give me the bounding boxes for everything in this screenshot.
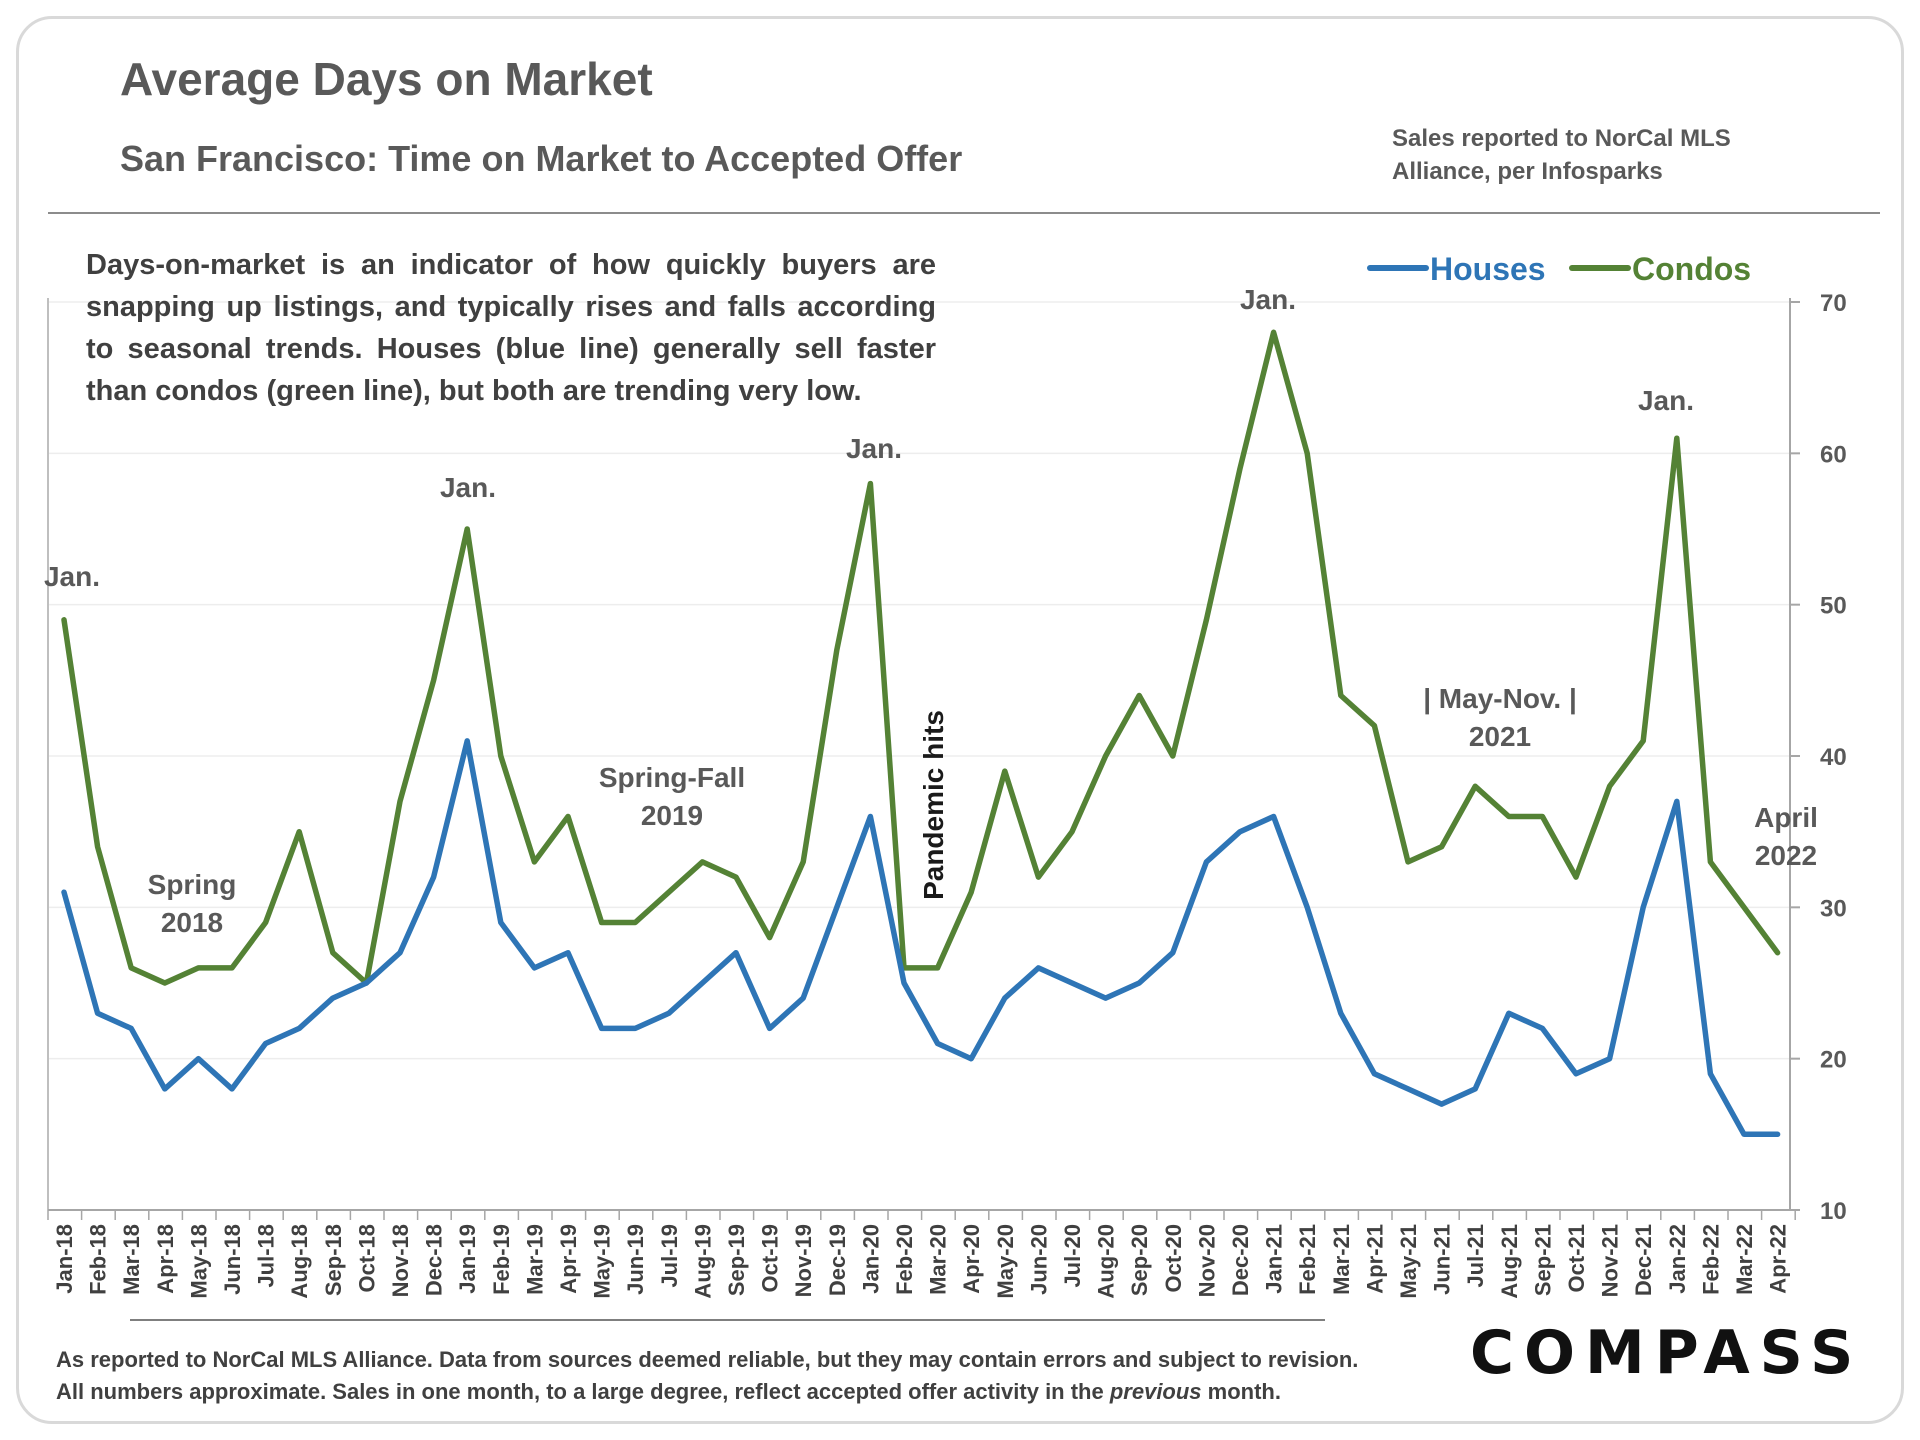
- x-tick-label: Sep-18: [321, 1224, 346, 1296]
- chart-frame: [16, 16, 1904, 1424]
- x-tick-label: Aug-19: [690, 1224, 715, 1299]
- x-tick-label: Dec-19: [825, 1224, 850, 1296]
- x-tick-label: Apr-19: [556, 1224, 581, 1294]
- y-tick-label: 20: [1820, 1047, 1847, 1074]
- annotation-april-2022: 2022: [1755, 840, 1817, 871]
- x-tick-label: Feb-19: [489, 1224, 514, 1295]
- x-tick-label: Jun-21: [1430, 1224, 1455, 1295]
- y-tick-label: 50: [1820, 593, 1847, 620]
- y-tick-label: 40: [1820, 744, 1847, 771]
- x-tick-label: Sep-20: [1127, 1224, 1152, 1296]
- annotation-pandemic: Pandemic hits: [918, 710, 949, 900]
- footer-line-2-a: All numbers approximate. Sales in one mo…: [56, 1379, 1110, 1404]
- x-tick-label: Jul-18: [254, 1224, 279, 1288]
- x-tick-label: Apr-22: [1766, 1224, 1791, 1294]
- x-tick-label: Jul-19: [657, 1224, 682, 1288]
- x-tick-label: Mar-22: [1732, 1224, 1757, 1295]
- y-tick-label: 10: [1820, 1198, 1847, 1225]
- annotation-jan: Jan.: [44, 561, 100, 592]
- footer-line-2-em: previous: [1109, 1379, 1202, 1404]
- x-tick-label: Feb-18: [86, 1224, 111, 1295]
- x-tick-label: Aug-20: [1094, 1224, 1119, 1299]
- annotation-spring-2018: 2018: [161, 907, 223, 938]
- series-line-houses: [61, 738, 1781, 1138]
- x-tick-label: Jul-21: [1463, 1224, 1488, 1288]
- x-tick-label: Feb-21: [1295, 1224, 1320, 1295]
- x-tick-label: Oct-19: [758, 1224, 783, 1292]
- x-tick-label: Jun-19: [623, 1224, 648, 1295]
- x-tick-label: Nov-20: [1194, 1224, 1219, 1297]
- x-tick-label: Jun-18: [220, 1224, 245, 1295]
- x-tick-label: Aug-18: [287, 1224, 312, 1299]
- annotation-jan: Jan.: [1240, 284, 1296, 315]
- annotation-may-nov-2021: 2021: [1469, 721, 1531, 752]
- annotation-jan: Jan.: [440, 472, 496, 503]
- x-tick-label: May-20: [993, 1224, 1018, 1299]
- compass-logo: COMPASS: [1470, 1318, 1864, 1388]
- x-tick-label: Jan-18: [52, 1224, 77, 1294]
- chart-subtitle: San Francisco: Time on Market to Accepte…: [120, 138, 963, 179]
- x-tick-label: Mar-20: [926, 1224, 951, 1295]
- footer-line-2-b: month.: [1201, 1379, 1281, 1404]
- legend-label-houses: Houses: [1430, 251, 1546, 287]
- legend-label-condos: Condos: [1632, 251, 1751, 287]
- x-tick-label: Mar-19: [522, 1224, 547, 1295]
- x-tick-label: Mar-18: [119, 1224, 144, 1295]
- x-tick-label: Jan-19: [455, 1224, 480, 1294]
- x-tick-label: Apr-21: [1362, 1224, 1387, 1294]
- footer-line-2: All numbers approximate. Sales in one mo…: [56, 1376, 1358, 1408]
- footer-line-1: As reported to NorCal MLS Alliance. Data…: [56, 1347, 1359, 1372]
- x-tick-label: Dec-20: [1228, 1224, 1253, 1296]
- x-tick-label: Apr-20: [959, 1224, 984, 1294]
- x-tick-label: Oct-20: [1161, 1224, 1186, 1292]
- y-tick-label: 60: [1820, 441, 1847, 468]
- x-tick-label: Mar-21: [1329, 1224, 1354, 1295]
- annotation-april-2022: April: [1754, 802, 1818, 833]
- x-tick-label: Jun-20: [1026, 1224, 1051, 1295]
- x-tick-label: Oct-18: [354, 1224, 379, 1292]
- x-tick-label: Dec-18: [422, 1224, 447, 1296]
- series-line-condos: [61, 329, 1781, 986]
- chart-description: Days-on-market is an indicator of how qu…: [86, 249, 936, 407]
- x-tick-label: Nov-21: [1598, 1224, 1623, 1297]
- x-tick-label: May-21: [1396, 1224, 1421, 1299]
- annotation-spring-fall-2019: 2019: [641, 800, 703, 831]
- annotation-jan: Jan.: [1638, 385, 1694, 416]
- annotation-jan: Jan.: [846, 433, 902, 464]
- source-note: Sales reported to NorCal MLS Alliance, p…: [1392, 125, 1731, 185]
- annotation-spring-2018: Spring: [148, 869, 237, 900]
- x-tick-label: Sep-21: [1530, 1224, 1555, 1296]
- annotation-may-nov-2021: | May-Nov. |: [1423, 683, 1577, 714]
- x-tick-label: Nov-18: [388, 1224, 413, 1297]
- x-tick-label: Sep-19: [724, 1224, 749, 1296]
- x-tick-label: Feb-20: [892, 1224, 917, 1295]
- chart-title: Average Days on Market: [120, 53, 653, 105]
- x-tick-label: Jan-20: [858, 1224, 883, 1294]
- x-tick-label: Oct-21: [1564, 1224, 1589, 1292]
- header-divider: [48, 212, 1880, 214]
- x-tick-label: Jan-22: [1665, 1224, 1690, 1294]
- x-tick-label: Jul-20: [1060, 1224, 1085, 1288]
- x-tick-label: May-18: [186, 1224, 211, 1299]
- x-tick-label: May-19: [590, 1224, 615, 1299]
- y-tick-label: 70: [1820, 290, 1847, 317]
- x-tick-label: Feb-22: [1698, 1224, 1723, 1295]
- footer-note: As reported to NorCal MLS Alliance. Data…: [56, 1344, 1358, 1408]
- x-tick-label: Aug-21: [1497, 1224, 1522, 1299]
- y-tick-label: 30: [1820, 895, 1847, 922]
- annotation-spring-fall-2019: Spring-Fall: [599, 762, 745, 793]
- x-tick-label: Nov-19: [791, 1224, 816, 1297]
- x-tick-label: Dec-21: [1631, 1224, 1656, 1296]
- x-tick-label: Apr-18: [153, 1224, 178, 1294]
- x-tick-label: Jan-21: [1262, 1224, 1287, 1294]
